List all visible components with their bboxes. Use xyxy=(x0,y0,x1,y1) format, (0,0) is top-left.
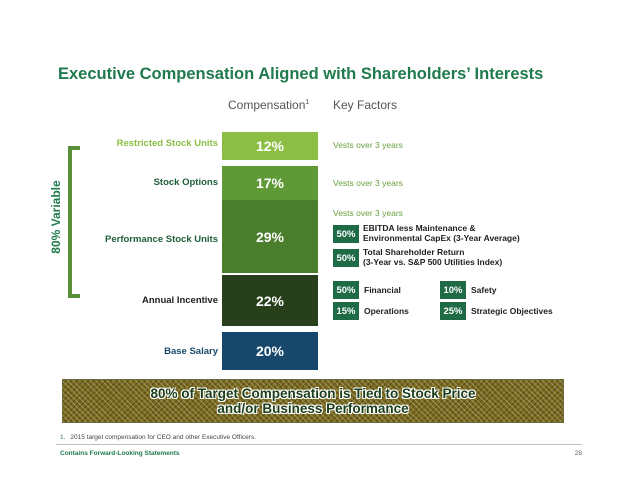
summary-banner: 80% of Target Compensation is Tied to St… xyxy=(62,379,564,423)
footnote: 1. 2015 target compensation for CEO and o… xyxy=(60,434,257,441)
options-vesting: Vests over 3 years xyxy=(333,178,403,188)
slide-title: Executive Compensation Aligned with Shar… xyxy=(58,65,544,83)
psu-vesting: Vests over 3 years xyxy=(333,208,403,218)
banner-line-2: and/or Business Performance xyxy=(217,401,409,416)
label-base-salary: Base Salary xyxy=(164,346,218,357)
rsu-vesting: Vests over 3 years xyxy=(333,140,403,150)
label-stock-options: Stock Options xyxy=(153,177,218,188)
segment-restricted-stock-units: 12% xyxy=(222,132,318,160)
forward-looking-note: Contains Forward-Looking Statements xyxy=(60,450,180,457)
incentive-metric-operations: Operations xyxy=(364,306,409,316)
incentive-metric-badge: 25% xyxy=(440,302,466,320)
incentive-metric-safety: Safety xyxy=(471,285,497,295)
incentive-metric-financial: Financial xyxy=(364,285,401,295)
variable-label: 80% Variable xyxy=(49,180,63,254)
incentive-metric-badge: 15% xyxy=(333,302,359,320)
segment-performance-stock-units: 29% xyxy=(222,200,318,273)
page-number: 28 xyxy=(574,450,582,457)
psu-metric-tsr: Total Shareholder Return (3-Year vs. S&P … xyxy=(363,247,503,267)
variable-bracket-top xyxy=(68,146,80,150)
compensation-header: Compensation1 xyxy=(228,98,310,112)
incentive-metric-strategic: Strategic Objectives xyxy=(471,306,553,316)
label-performance-stock-units: Performance Stock Units xyxy=(105,234,218,245)
banner-line-1: 80% of Target Compensation is Tied to St… xyxy=(150,386,476,401)
footer-divider xyxy=(56,444,582,445)
key-factors-header: Key Factors xyxy=(333,98,398,112)
segment-base-salary: 20% xyxy=(222,332,318,370)
psu-metric-badge: 50% xyxy=(333,225,359,243)
incentive-metric-badge: 50% xyxy=(333,281,359,299)
segment-annual-incentive: 22% xyxy=(222,273,318,326)
segment-stock-options: 17% xyxy=(222,166,318,200)
psu-metric-badge: 50% xyxy=(333,249,359,267)
psu-metric-ebitda: EBITDA less Maintenance & Environmental C… xyxy=(363,223,520,243)
variable-bracket-bottom xyxy=(68,294,80,298)
incentive-metric-badge: 10% xyxy=(440,281,466,299)
label-restricted-stock-units: Restricted Stock Units xyxy=(116,138,218,149)
label-annual-incentive: Annual Incentive xyxy=(141,295,218,306)
variable-bracket xyxy=(68,146,72,298)
